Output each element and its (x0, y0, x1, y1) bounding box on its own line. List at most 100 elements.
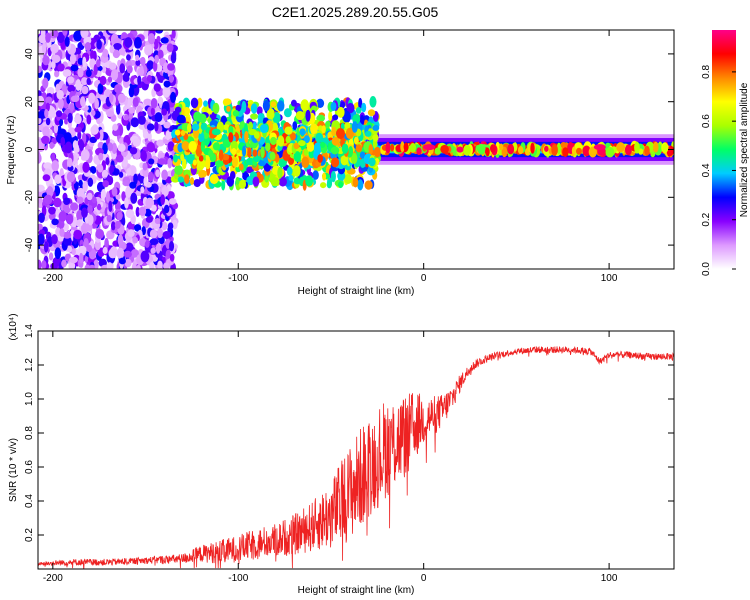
heatmap-cell (193, 111, 202, 122)
heatmap-cell (117, 234, 124, 246)
heatmap-cell (390, 143, 395, 152)
heatmap-cell (132, 236, 139, 244)
heatmap-cell (320, 141, 326, 149)
heatmap-cell (153, 83, 161, 92)
heatmap-cell (269, 151, 276, 161)
heatmap-cell (122, 179, 131, 187)
heatmap-cell (168, 74, 174, 83)
heatmap-cell (355, 107, 362, 114)
heatmap-cell (38, 184, 45, 192)
heatmap-cell (228, 132, 234, 143)
heatmap-cell (102, 180, 109, 188)
x-tick-label: 0 (421, 573, 427, 584)
heatmap-cell (73, 229, 83, 240)
heatmap-cell (290, 99, 297, 107)
heatmap-cell (277, 100, 285, 112)
heatmap-cell (157, 49, 164, 60)
heatmap-cell (385, 141, 391, 154)
heatmap-cell (118, 257, 126, 265)
heatmap-cell (292, 165, 301, 177)
heatmap-cell (125, 186, 132, 198)
heatmap-cell (38, 233, 45, 246)
heatmap-cell (272, 111, 281, 124)
heatmap-cell (43, 241, 49, 253)
heatmap-cell (303, 135, 310, 144)
heatmap-cell (128, 86, 135, 98)
figure-title: C2E1.2025.289.20.55.G05 (272, 4, 439, 20)
heatmap-cell (111, 142, 118, 155)
heatmap-cell (143, 176, 148, 187)
heatmap-cell (101, 65, 107, 74)
heatmap-cell (108, 248, 118, 259)
heatmap-cell (108, 30, 118, 34)
heatmap-cell (485, 147, 490, 157)
heatmap-cell (42, 42, 47, 55)
heatmap-cell (154, 54, 160, 64)
heatmap-cell (64, 141, 73, 154)
heatmap-cell (102, 246, 108, 255)
heatmap-cell (91, 196, 97, 204)
heatmap-cell (303, 148, 309, 156)
heatmap-cell (372, 124, 380, 132)
heatmap-cell (355, 144, 363, 153)
heatmap-cell (48, 206, 56, 215)
heatmap-cell (143, 30, 149, 37)
heatmap-cell (109, 164, 115, 173)
heatmap-cell (293, 151, 302, 162)
heatmap-cell (140, 56, 146, 66)
heatmap-cell (198, 155, 204, 162)
heatmap-cell (339, 101, 346, 109)
heatmap-cell (62, 30, 68, 36)
heatmap-cell (139, 65, 144, 77)
heatmap-cell (86, 77, 91, 85)
colorbar-tick-label: 0.8 (701, 64, 712, 78)
heatmap-cell (223, 98, 232, 106)
heatmap-cell (64, 132, 72, 144)
heatmap-cell (278, 158, 287, 168)
heatmap-cell (44, 109, 49, 118)
heatmap-cell (53, 197, 62, 208)
heatmap-cell (160, 37, 169, 44)
heatmap-cell (96, 39, 102, 50)
heatmap-cell (259, 136, 266, 145)
heatmap-cell (154, 121, 159, 132)
heatmap-cell (102, 48, 109, 58)
heatmap-cell (80, 96, 86, 107)
heatmap-cell (530, 142, 535, 154)
heatmap-cell (252, 176, 260, 187)
heatmap-cell (51, 54, 61, 63)
heatmap-cell (63, 197, 71, 206)
heatmap-cell (88, 264, 96, 269)
heatmap-cell (106, 215, 112, 223)
heatmap-cell (243, 123, 248, 134)
heatmap-cell (97, 83, 104, 95)
heatmap-cell (163, 80, 171, 88)
heatmap-cell (74, 126, 82, 133)
heatmap-cell (162, 230, 171, 240)
heatmap-cell (80, 30, 89, 39)
heatmap-cell (106, 230, 115, 240)
heatmap-cell (62, 69, 72, 78)
heatmap-cell (198, 131, 205, 143)
heatmap-cell (54, 247, 62, 260)
heatmap-cell (38, 34, 48, 44)
heatmap-cell (140, 150, 147, 162)
heatmap-cell (192, 159, 197, 166)
heatmap-cell (139, 237, 147, 247)
heatmap-cell (99, 94, 106, 102)
heatmap-cell (109, 62, 117, 71)
heatmap-cell (132, 138, 141, 147)
heatmap-cell (136, 264, 141, 269)
heatmap-cell (70, 202, 79, 211)
heatmap-cell (257, 113, 264, 124)
heatmap-cell (110, 69, 119, 81)
heatmap-cell (144, 240, 150, 248)
heatmap-cell (110, 221, 116, 231)
heatmap-hotspot (423, 144, 436, 151)
heatmap-cell (262, 99, 270, 112)
y-tick-label: 0.4 (24, 494, 35, 508)
heatmap-cell (63, 231, 72, 239)
heatmap-cell (156, 139, 165, 147)
heatmap-cell (231, 148, 237, 156)
heatmap-cell (150, 98, 158, 109)
